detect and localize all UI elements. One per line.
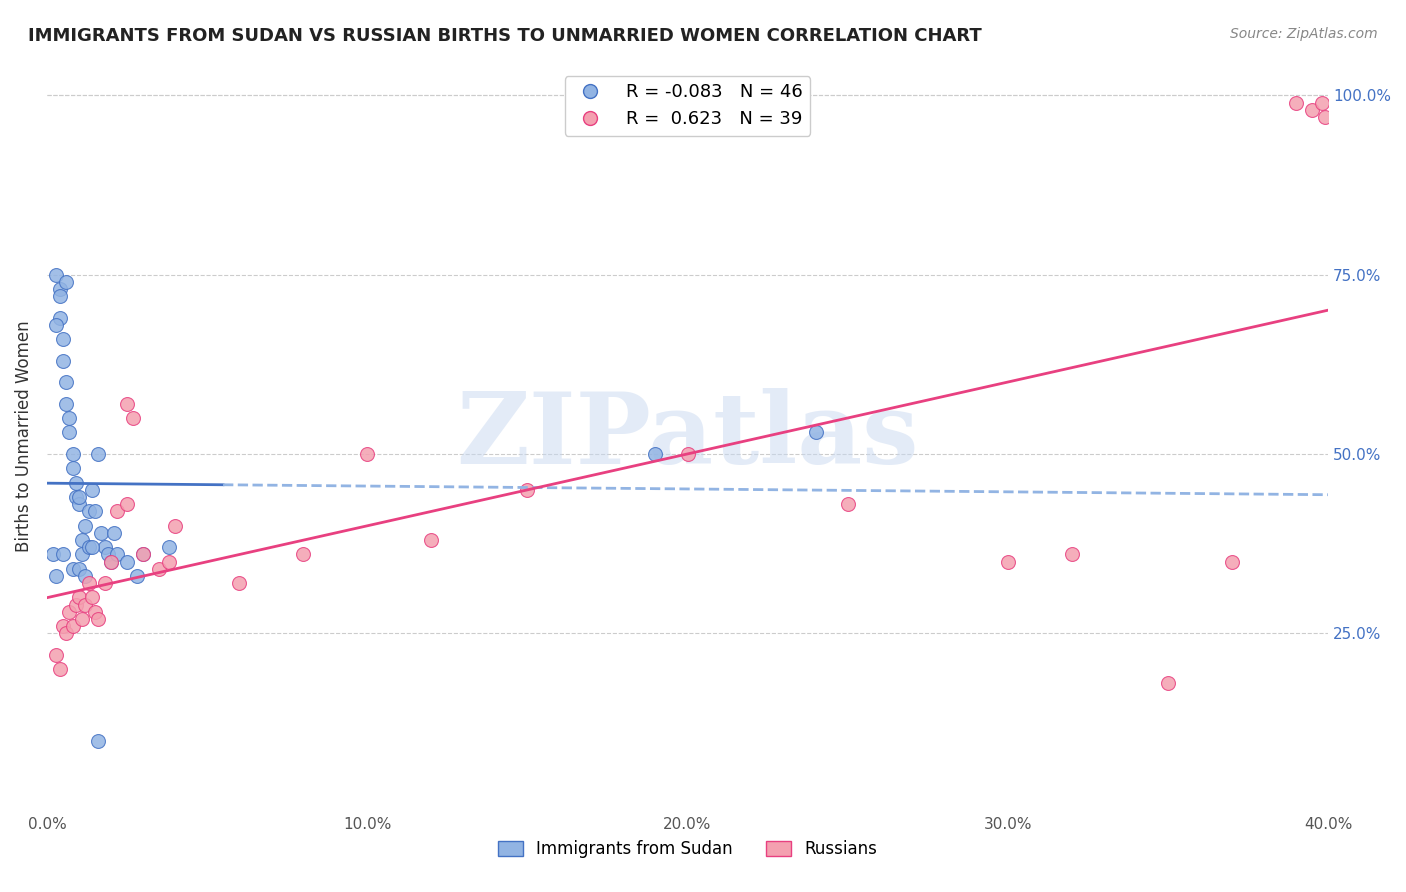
- Point: [55, 376, 77, 390]
- Point: [804, 425, 827, 440]
- Point: [90, 525, 112, 540]
- Point: [115, 555, 138, 569]
- Point: [62, 619, 84, 633]
- Point: [644, 447, 666, 461]
- Point: [48, 310, 70, 325]
- Point: [77, 504, 100, 518]
- Point: [122, 411, 145, 425]
- Point: [93, 576, 115, 591]
- Y-axis label: Births to Unmarried Women: Births to Unmarried Women: [15, 320, 32, 552]
- Text: ZIPatlas: ZIPatlas: [457, 387, 918, 484]
- Point: [84, 504, 107, 518]
- Point: [676, 447, 699, 461]
- Point: [70, 533, 93, 547]
- Point: [420, 533, 443, 547]
- Point: [100, 555, 122, 569]
- Point: [62, 562, 84, 576]
- Point: [75, 518, 97, 533]
- Point: [132, 548, 155, 562]
- Legend: Immigrants from Sudan, Russians: Immigrants from Sudan, Russians: [491, 833, 884, 864]
- Point: [48, 282, 70, 296]
- Point: [62, 447, 84, 461]
- Point: [55, 275, 77, 289]
- Point: [228, 576, 250, 591]
- Text: Source: ZipAtlas.com: Source: ZipAtlas.com: [1230, 27, 1378, 41]
- Point: [132, 548, 155, 562]
- Point: [77, 576, 100, 591]
- Point: [80, 591, 103, 605]
- Point: [52, 353, 75, 368]
- Point: [77, 540, 100, 554]
- Point: [67, 562, 90, 576]
- Point: [42, 548, 65, 562]
- Point: [1060, 548, 1083, 562]
- Point: [93, 540, 115, 554]
- Point: [997, 555, 1019, 569]
- Point: [100, 555, 122, 569]
- Point: [157, 555, 180, 569]
- Point: [115, 497, 138, 511]
- Point: [52, 332, 75, 346]
- Point: [75, 598, 97, 612]
- Point: [52, 548, 75, 562]
- Point: [292, 548, 315, 562]
- Point: [65, 490, 87, 504]
- Point: [70, 548, 93, 562]
- Point: [103, 525, 125, 540]
- Point: [45, 318, 67, 332]
- Point: [148, 562, 170, 576]
- Point: [87, 447, 110, 461]
- Point: [1157, 676, 1180, 690]
- Point: [105, 504, 128, 518]
- Point: [356, 447, 378, 461]
- Point: [48, 289, 70, 303]
- Point: [1313, 110, 1336, 124]
- Point: [1310, 95, 1333, 110]
- Point: [1285, 95, 1308, 110]
- Point: [84, 605, 107, 619]
- Point: [48, 662, 70, 676]
- Point: [45, 569, 67, 583]
- Point: [157, 540, 180, 554]
- Point: [80, 483, 103, 497]
- Point: [105, 548, 128, 562]
- Point: [80, 540, 103, 554]
- Point: [58, 411, 80, 425]
- Point: [45, 268, 67, 282]
- Point: [1301, 103, 1323, 117]
- Point: [58, 605, 80, 619]
- Point: [62, 461, 84, 475]
- Point: [45, 648, 67, 662]
- Point: [67, 591, 90, 605]
- Point: [87, 734, 110, 748]
- Point: [97, 548, 120, 562]
- Point: [65, 475, 87, 490]
- Point: [58, 425, 80, 440]
- Text: IMMIGRANTS FROM SUDAN VS RUSSIAN BIRTHS TO UNMARRIED WOMEN CORRELATION CHART: IMMIGRANTS FROM SUDAN VS RUSSIAN BIRTHS …: [28, 27, 981, 45]
- Point: [163, 518, 186, 533]
- Point: [87, 612, 110, 626]
- Point: [1220, 555, 1243, 569]
- Point: [70, 612, 93, 626]
- Point: [67, 497, 90, 511]
- Point: [115, 397, 138, 411]
- Point: [55, 397, 77, 411]
- Point: [75, 569, 97, 583]
- Point: [52, 619, 75, 633]
- Point: [67, 490, 90, 504]
- Point: [516, 483, 538, 497]
- Point: [65, 598, 87, 612]
- Point: [837, 497, 859, 511]
- Point: [125, 569, 148, 583]
- Point: [55, 626, 77, 640]
